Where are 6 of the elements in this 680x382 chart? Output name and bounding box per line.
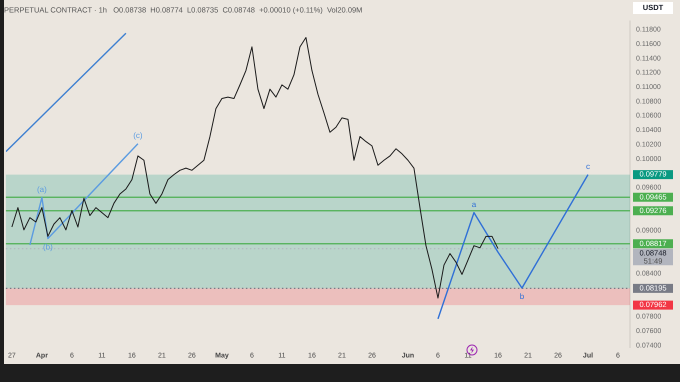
annotation: c <box>586 162 590 171</box>
annotation: (b) <box>43 242 54 252</box>
annotation: (c) <box>133 130 143 140</box>
annotation: a <box>472 200 477 209</box>
annotation: (a) <box>37 184 48 194</box>
annotation: b <box>520 292 525 302</box>
